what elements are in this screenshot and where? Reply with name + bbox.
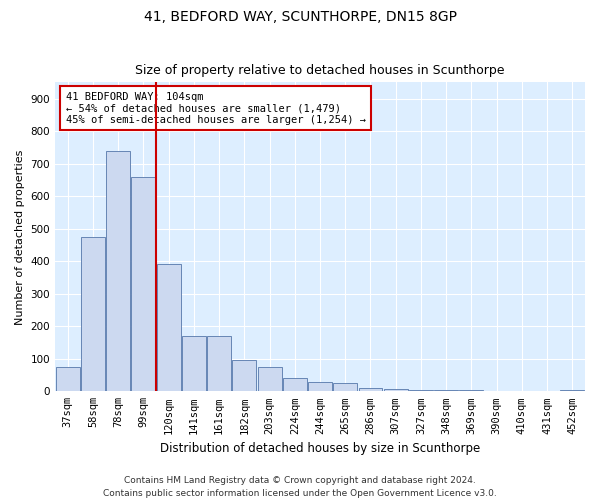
Bar xyxy=(308,382,332,392)
Bar xyxy=(460,390,484,392)
Bar xyxy=(434,390,458,392)
Bar xyxy=(182,336,206,392)
Bar xyxy=(157,264,181,392)
Bar xyxy=(131,178,155,392)
Title: Size of property relative to detached houses in Scunthorpe: Size of property relative to detached ho… xyxy=(135,64,505,77)
Bar xyxy=(560,390,584,392)
Bar xyxy=(81,237,105,392)
Bar xyxy=(333,383,357,392)
X-axis label: Distribution of detached houses by size in Scunthorpe: Distribution of detached houses by size … xyxy=(160,442,480,455)
Bar xyxy=(409,390,433,392)
Text: 41, BEDFORD WAY, SCUNTHORPE, DN15 8GP: 41, BEDFORD WAY, SCUNTHORPE, DN15 8GP xyxy=(143,10,457,24)
Bar xyxy=(359,388,382,392)
Bar xyxy=(207,336,231,392)
Bar xyxy=(283,378,307,392)
Bar xyxy=(106,152,130,392)
Y-axis label: Number of detached properties: Number of detached properties xyxy=(15,149,25,324)
Bar xyxy=(485,390,509,392)
Bar xyxy=(56,367,80,392)
Bar xyxy=(232,360,256,392)
Text: 41 BEDFORD WAY: 104sqm
← 54% of detached houses are smaller (1,479)
45% of semi-: 41 BEDFORD WAY: 104sqm ← 54% of detached… xyxy=(65,92,365,125)
Bar xyxy=(257,367,281,392)
Bar xyxy=(384,388,408,392)
Text: Contains HM Land Registry data © Crown copyright and database right 2024.
Contai: Contains HM Land Registry data © Crown c… xyxy=(103,476,497,498)
